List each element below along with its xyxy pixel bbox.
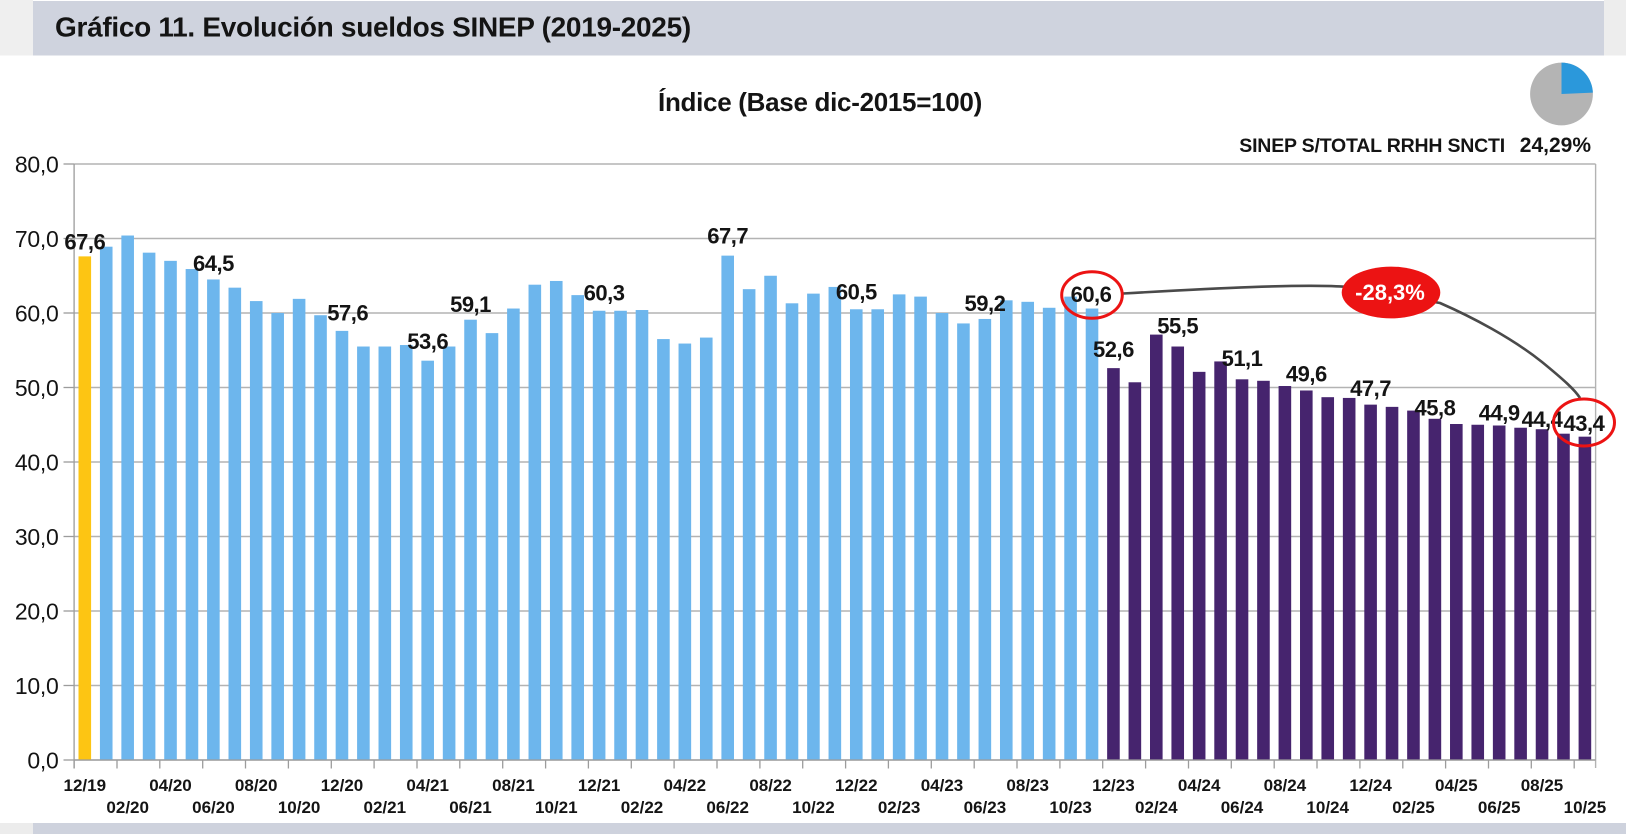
svg-text:45,8: 45,8 [1414,396,1455,421]
svg-text:70,0: 70,0 [15,226,59,252]
svg-text:06/21: 06/21 [449,798,492,817]
svg-text:Índice (Base dic-2015=100): Índice (Base dic-2015=100) [658,87,982,117]
svg-text:0,0: 0,0 [27,748,58,774]
svg-text:50,0: 50,0 [15,375,59,401]
svg-text:10/20: 10/20 [278,798,321,817]
svg-text:55,5: 55,5 [1157,314,1198,339]
svg-text:12/22: 12/22 [835,776,878,795]
svg-text:12/19: 12/19 [64,776,107,795]
svg-text:12/21: 12/21 [578,776,621,795]
svg-text:02/25: 02/25 [1392,798,1435,817]
svg-text:Gráfico 11. Evolución sueldos: Gráfico 11. Evolución sueldos SINEP (201… [55,12,691,43]
svg-text:08/25: 08/25 [1521,776,1564,795]
svg-text:02/24: 02/24 [1135,798,1178,817]
svg-text:08/23: 08/23 [1006,776,1049,795]
svg-text:67,7: 67,7 [707,224,748,249]
svg-text:08/24: 08/24 [1264,776,1307,795]
svg-text:40,0: 40,0 [15,450,59,476]
svg-text:59,1: 59,1 [450,292,491,317]
svg-text:04/22: 04/22 [664,776,707,795]
svg-text:04/25: 04/25 [1435,776,1478,795]
svg-text:06/20: 06/20 [192,798,235,817]
svg-text:30,0: 30,0 [15,524,59,550]
svg-text:SINEP S/TOTAL RRHH SNCTI: SINEP S/TOTAL RRHH SNCTI [1239,135,1505,157]
svg-text:10/22: 10/22 [792,798,835,817]
svg-text:-28,3%: -28,3% [1355,280,1425,305]
svg-text:51,1: 51,1 [1222,346,1263,371]
svg-text:10/21: 10/21 [535,798,578,817]
svg-text:57,6: 57,6 [327,301,368,326]
svg-text:10/25: 10/25 [1564,798,1607,817]
svg-text:04/24: 04/24 [1178,776,1221,795]
svg-text:44,9: 44,9 [1479,401,1520,426]
svg-text:53,6: 53,6 [407,329,448,354]
svg-text:60,6: 60,6 [1071,282,1112,307]
svg-text:52,6: 52,6 [1093,337,1134,362]
svg-text:12/23: 12/23 [1092,776,1135,795]
svg-text:06/25: 06/25 [1478,798,1521,817]
svg-text:43,4: 43,4 [1563,411,1605,436]
svg-text:60,3: 60,3 [584,281,625,306]
svg-text:08/21: 08/21 [492,776,535,795]
svg-text:02/22: 02/22 [621,798,664,817]
svg-text:04/23: 04/23 [921,776,964,795]
svg-text:10/24: 10/24 [1306,798,1349,817]
svg-text:04/21: 04/21 [406,776,449,795]
svg-text:80,0: 80,0 [15,152,59,178]
svg-text:04/20: 04/20 [149,776,192,795]
svg-text:12/24: 12/24 [1349,776,1392,795]
svg-text:06/22: 06/22 [706,798,749,817]
svg-text:08/22: 08/22 [749,776,792,795]
svg-text:64,5: 64,5 [193,251,234,276]
svg-text:67,6: 67,6 [64,230,105,255]
svg-text:12/20: 12/20 [321,776,364,795]
svg-text:10/23: 10/23 [1049,798,1092,817]
svg-text:02/23: 02/23 [878,798,921,817]
svg-text:49,6: 49,6 [1286,362,1327,387]
svg-text:06/24: 06/24 [1221,798,1264,817]
svg-text:02/20: 02/20 [106,798,149,817]
svg-text:59,2: 59,2 [964,291,1005,316]
svg-text:24,29%: 24,29% [1520,134,1592,157]
svg-text:60,0: 60,0 [15,301,59,327]
svg-text:02/21: 02/21 [364,798,407,817]
svg-text:20,0: 20,0 [15,599,59,625]
svg-text:60,5: 60,5 [836,280,877,305]
svg-text:47,7: 47,7 [1350,376,1391,401]
svg-text:06/23: 06/23 [964,798,1007,817]
svg-text:10,0: 10,0 [15,673,59,699]
svg-text:08/20: 08/20 [235,776,278,795]
